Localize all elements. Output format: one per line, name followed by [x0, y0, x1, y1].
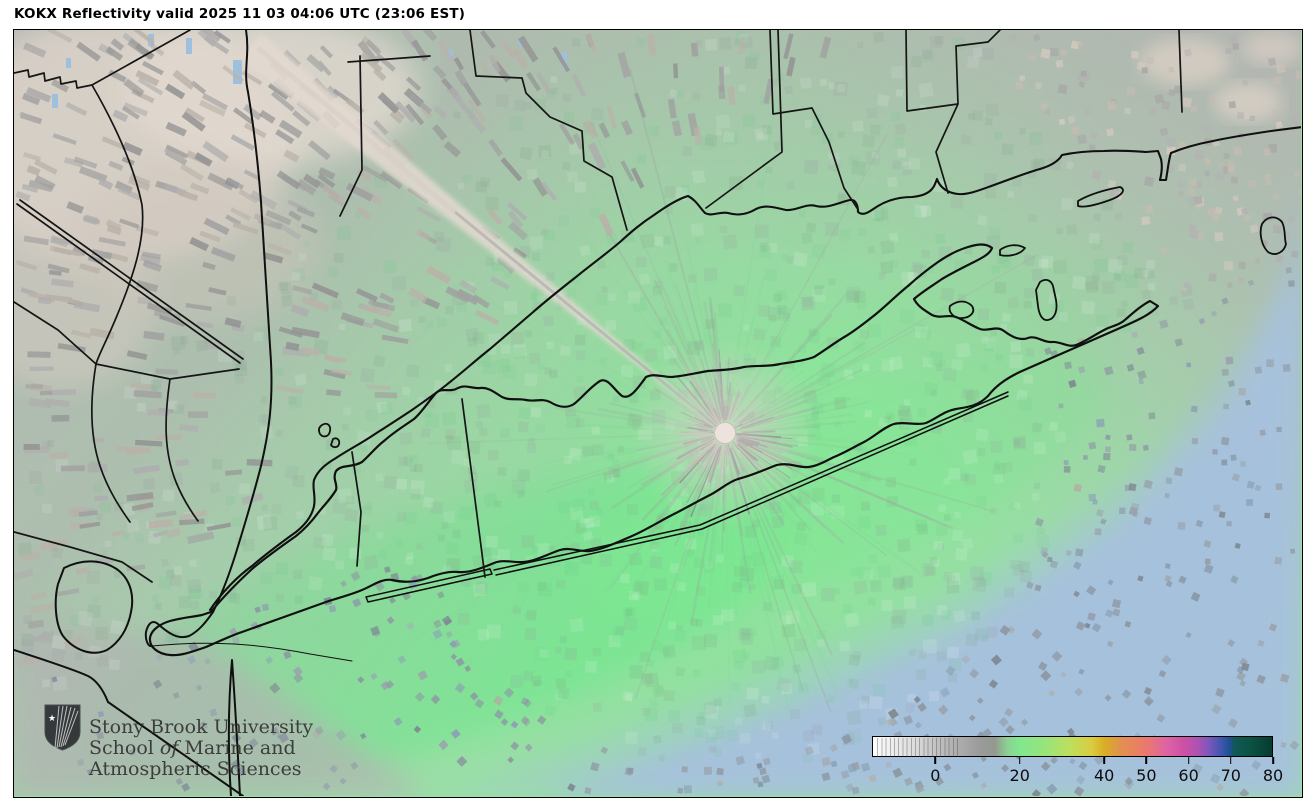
colorbar-segments: [874, 738, 958, 757]
shield-rays: [54, 705, 79, 749]
staten-island-coastline: [54, 560, 134, 654]
colorbar-tick: [1229, 757, 1232, 764]
branding-line-1: Stony Brook University: [89, 716, 314, 738]
branding-line-2: School of Marine and: [89, 737, 296, 759]
clear-air-southwest: [14, 620, 429, 796]
barrier-islands: [365, 391, 1009, 603]
page-title: KOKX Reflectivity valid 2025 11 03 04:06…: [14, 6, 466, 22]
branding-text: Stony Brook University School of Marine …: [89, 717, 313, 780]
radar-map: ★ Stony Brook University School of Marin…: [13, 29, 1303, 798]
nj-county-lines: [14, 84, 240, 583]
ocean-transition: [442, 244, 1301, 796]
colorbar-tick-label: 40: [1093, 766, 1115, 785]
hudson-river: [144, 30, 273, 648]
colorbar-tick: [1018, 757, 1021, 764]
branding-line-3: Atmospheric Sciences: [89, 758, 302, 780]
reflectivity-colorbar: 0 20 40 50 60 70 80: [872, 736, 1283, 796]
title-bar: KOKX Reflectivity valid 2025 11 03 04:06…: [0, 0, 1316, 29]
ct-county-lines: [469, 30, 1183, 231]
shipping-channel-line: [151, 642, 353, 662]
westchester-county-lines: [339, 55, 431, 217]
branding: ★ Stony Brook University School of Marin…: [44, 704, 313, 780]
small-islands: [318, 186, 1287, 449]
colorbar-tick-label: 60: [1178, 766, 1199, 785]
radar-image: [14, 30, 1301, 796]
li-county-lines: [351, 398, 486, 578]
long-island-coastline: [148, 243, 1160, 657]
colorbar-tick: [934, 757, 937, 764]
colorbar-gradient: [872, 736, 1273, 757]
terrain-patches-northeast: [1140, 31, 1301, 122]
sound-north-coastline: [208, 126, 1301, 612]
colorbar-tick: [1272, 757, 1274, 764]
political-boundaries: [14, 30, 1183, 583]
colorbar-tick-label: 20: [1009, 766, 1030, 785]
shield-star: ★: [48, 714, 56, 724]
colorbar-tick: [1187, 757, 1190, 764]
stony-brook-shield-logo: ★: [44, 704, 81, 751]
colorbar-tick-label: 80: [1262, 766, 1284, 785]
new-jersey-coastline: [14, 649, 244, 796]
colorbar-tick: [1145, 757, 1148, 764]
colorbar-tick-label: 50: [1136, 766, 1157, 785]
colorbar-tick-label: 70: [1220, 766, 1241, 785]
colorbar-tick-label: 0: [930, 766, 941, 785]
radar-site-marker: [714, 422, 736, 444]
ny-ct-border: [705, 30, 783, 209]
coastlines: [14, 30, 1301, 796]
colorbar-tick: [1103, 757, 1105, 764]
